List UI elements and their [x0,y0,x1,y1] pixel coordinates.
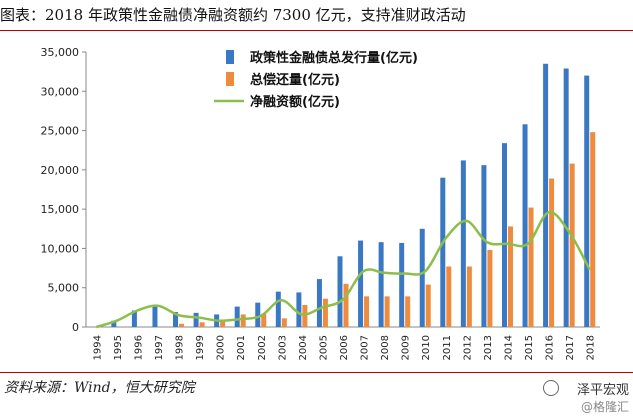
bar-repayment [199,322,205,327]
y-tick-label: 35,000 [41,46,80,59]
bar-repayment [261,313,267,327]
x-tick-label: 2011 [442,335,453,360]
x-tick-label: 1998 [175,335,186,360]
bar-repayment [487,250,493,327]
bar-issuance [563,68,569,327]
bar-repayment [569,163,575,327]
bar-repayment [240,314,246,327]
x-tick-label: 2015 [524,335,535,360]
x-tick-label: 2001 [236,335,247,360]
bar-issuance [173,312,179,327]
bar-repayment [343,283,349,327]
x-tick-label: 1996 [133,335,144,360]
bar-repayment [425,284,431,327]
wechat-icon [543,380,559,396]
source-divider [0,372,633,373]
bar-repayment [446,266,452,327]
bar-issuance [193,312,199,327]
bar-repayment [549,178,555,327]
y-tick-label: 25,000 [41,125,80,138]
legend-label: 政策性金融债总发行量(亿元) [250,50,418,66]
bar-issuance [358,240,364,327]
bar-repayment [507,226,513,327]
bar-issuance [296,292,302,327]
bar-issuance [419,228,425,327]
x-tick-label: 2005 [318,335,329,360]
x-tick-label: 2017 [565,335,576,360]
bar-repayment [179,323,185,327]
bar-issuance [275,291,281,327]
bar-issuance [584,75,590,327]
x-tick-label: 1995 [113,335,124,360]
y-tick-label: 30,000 [41,85,80,98]
x-tick-label: 2003 [277,335,288,360]
bar-issuance [378,242,384,327]
x-tick-label: 1994 [92,335,103,360]
x-tick-label: 2009 [401,335,412,360]
bar-issuance [234,306,240,327]
y-tick-label: 10,000 [41,242,80,255]
bar-repayment [590,132,596,327]
title-divider [0,30,633,31]
x-tick-label: 2004 [298,335,309,360]
x-tick-label: 2007 [360,335,371,360]
y-tick-label: 0 [72,321,79,334]
x-tick-label: 2008 [380,335,391,360]
bar-issuance [111,320,117,327]
x-tick-label: 2014 [503,335,514,360]
legend-label: 净融资额(亿元) [250,94,340,110]
source-note: 资料来源：Wind，恒大研究院 [4,380,195,396]
bar-repayment [281,318,287,327]
bar-issuance [460,160,466,327]
y-tick-label: 20,000 [41,164,80,177]
bar-repayment [322,298,328,327]
bar-issuance [481,165,487,327]
bar-repayment [302,305,308,327]
bar-issuance [440,177,446,327]
chart-svg: 0 5,000 10,000 15,000 20,000 25,000 30,000 35,0… [41,46,600,360]
x-tick-label: 2018 [586,335,597,360]
legend-swatch-repayment [226,72,234,86]
bar-issuance [501,143,507,327]
x-tick-label: 1997 [154,335,165,360]
bar-repayment [405,296,411,327]
bar-issuance [337,256,343,327]
x-tick-label: 1999 [195,335,206,360]
bar-issuance [255,302,261,327]
bar-repayment [528,207,534,327]
chart-title: 图表：2018 年政策性金融债净融资额约 7300 亿元，支持准财政活动 [0,6,466,24]
y-tick-label: 15,000 [41,203,80,216]
bar-repayment [220,320,226,327]
legend-swatch-issuance [226,50,234,64]
x-tick-label: 2002 [257,335,268,360]
legend-label: 总偿还量(亿元) [250,72,340,88]
bar-issuance [522,124,528,328]
bar-repayment [466,266,472,327]
x-tick-label: 2000 [216,335,227,360]
bar-issuance [152,305,158,327]
x-tick-label: 2012 [462,335,473,360]
x-tick-label: 2016 [545,335,556,360]
bar-issuance [316,279,322,327]
bar-issuance [543,63,549,328]
bar-issuance [131,310,137,327]
watermark-secondary: @格隆汇 [580,400,629,414]
bar-repayment [364,296,370,327]
net-financing-line [95,210,591,329]
bar-issuance [399,242,405,327]
x-tick-label: 2010 [421,335,432,360]
x-tick-label: 2013 [483,335,494,360]
watermark-primary: 泽平宏观 [576,383,629,398]
x-tick-label: 2006 [339,335,350,360]
bar-repayment [384,296,390,327]
y-tick-label: 5,000 [48,282,80,295]
